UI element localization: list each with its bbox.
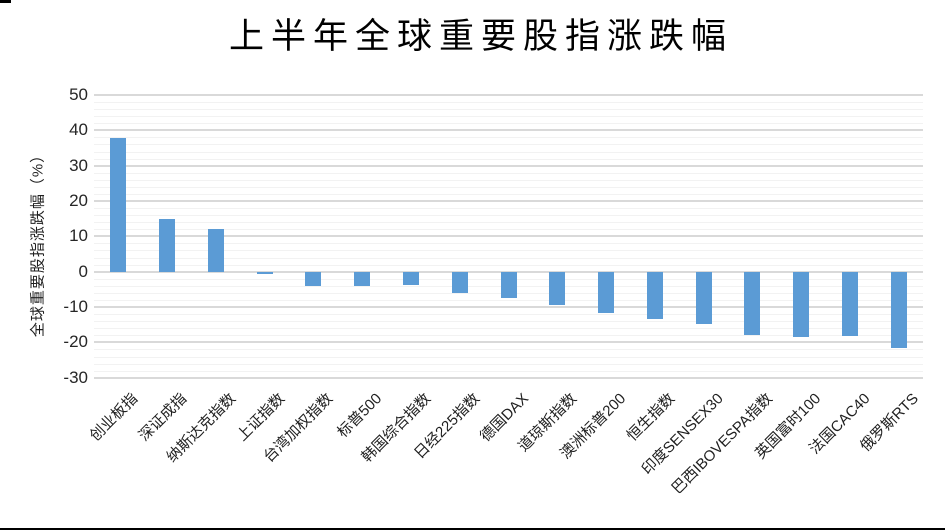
bar [598, 271, 615, 314]
y-tick-label: 30 [69, 155, 88, 175]
major-gridline [94, 200, 923, 203]
bar [500, 271, 517, 298]
minor-gridline [94, 144, 923, 146]
major-gridline [94, 94, 923, 96]
y-tick-label: 10 [69, 226, 88, 246]
bar [744, 271, 761, 335]
y-tick-label: -10 [63, 297, 88, 317]
minor-gridline [94, 123, 923, 125]
bottom-border-line [0, 528, 945, 530]
x-category-label: 创业板指 [87, 390, 142, 445]
bar [793, 271, 810, 337]
minor-gridline [94, 172, 923, 174]
bar [549, 271, 566, 306]
minor-gridline [94, 328, 923, 330]
bar [354, 271, 371, 287]
minor-gridline [94, 314, 923, 316]
minor-gridline [94, 264, 923, 266]
bar [305, 271, 322, 287]
minor-gridline [94, 222, 923, 224]
minor-gridline [94, 229, 923, 231]
minor-gridline [94, 370, 923, 372]
major-gridline [94, 129, 923, 132]
major-gridline [94, 306, 923, 309]
minor-gridline [94, 151, 923, 153]
minor-gridline [94, 208, 923, 210]
minor-gridline [94, 257, 923, 259]
bar [110, 138, 127, 272]
minor-gridline [94, 116, 923, 118]
bar [451, 271, 468, 293]
minor-gridline [94, 243, 923, 245]
major-gridline [94, 164, 923, 167]
y-tick-label: 0 [78, 261, 88, 281]
minor-gridline [94, 186, 923, 188]
minor-gridline [94, 335, 923, 337]
y-tick-label: 50 [69, 85, 88, 104]
minor-gridline [94, 158, 923, 160]
minor-gridline [94, 215, 923, 217]
minor-gridline [94, 356, 923, 358]
major-gridline [94, 376, 923, 379]
minor-gridline [94, 179, 923, 181]
chart-title: 上半年全球重要股指涨跌幅 [228, 17, 733, 56]
bar [646, 271, 663, 319]
minor-gridline [94, 250, 923, 252]
bar [841, 271, 858, 337]
bar [256, 271, 273, 275]
bar [890, 271, 907, 349]
top-left-mark [0, 0, 11, 3]
minor-gridline [94, 299, 923, 301]
minor-gridline [94, 321, 923, 323]
bar [159, 219, 176, 272]
minor-gridline [94, 349, 923, 351]
minor-gridline [94, 363, 923, 365]
minor-gridline [94, 102, 923, 104]
y-tick-label: -30 [63, 367, 88, 387]
y-tick-label: 20 [69, 191, 88, 211]
minor-gridline [94, 109, 923, 111]
bar [695, 271, 712, 325]
major-gridline [94, 235, 923, 238]
y-tick-label: -20 [63, 332, 88, 352]
plot-area [94, 94, 923, 379]
bar [207, 228, 224, 272]
y-tick-label: 40 [69, 120, 88, 140]
minor-gridline [94, 137, 923, 139]
bar [402, 271, 419, 286]
major-gridline [94, 341, 923, 344]
minor-gridline [94, 193, 923, 195]
